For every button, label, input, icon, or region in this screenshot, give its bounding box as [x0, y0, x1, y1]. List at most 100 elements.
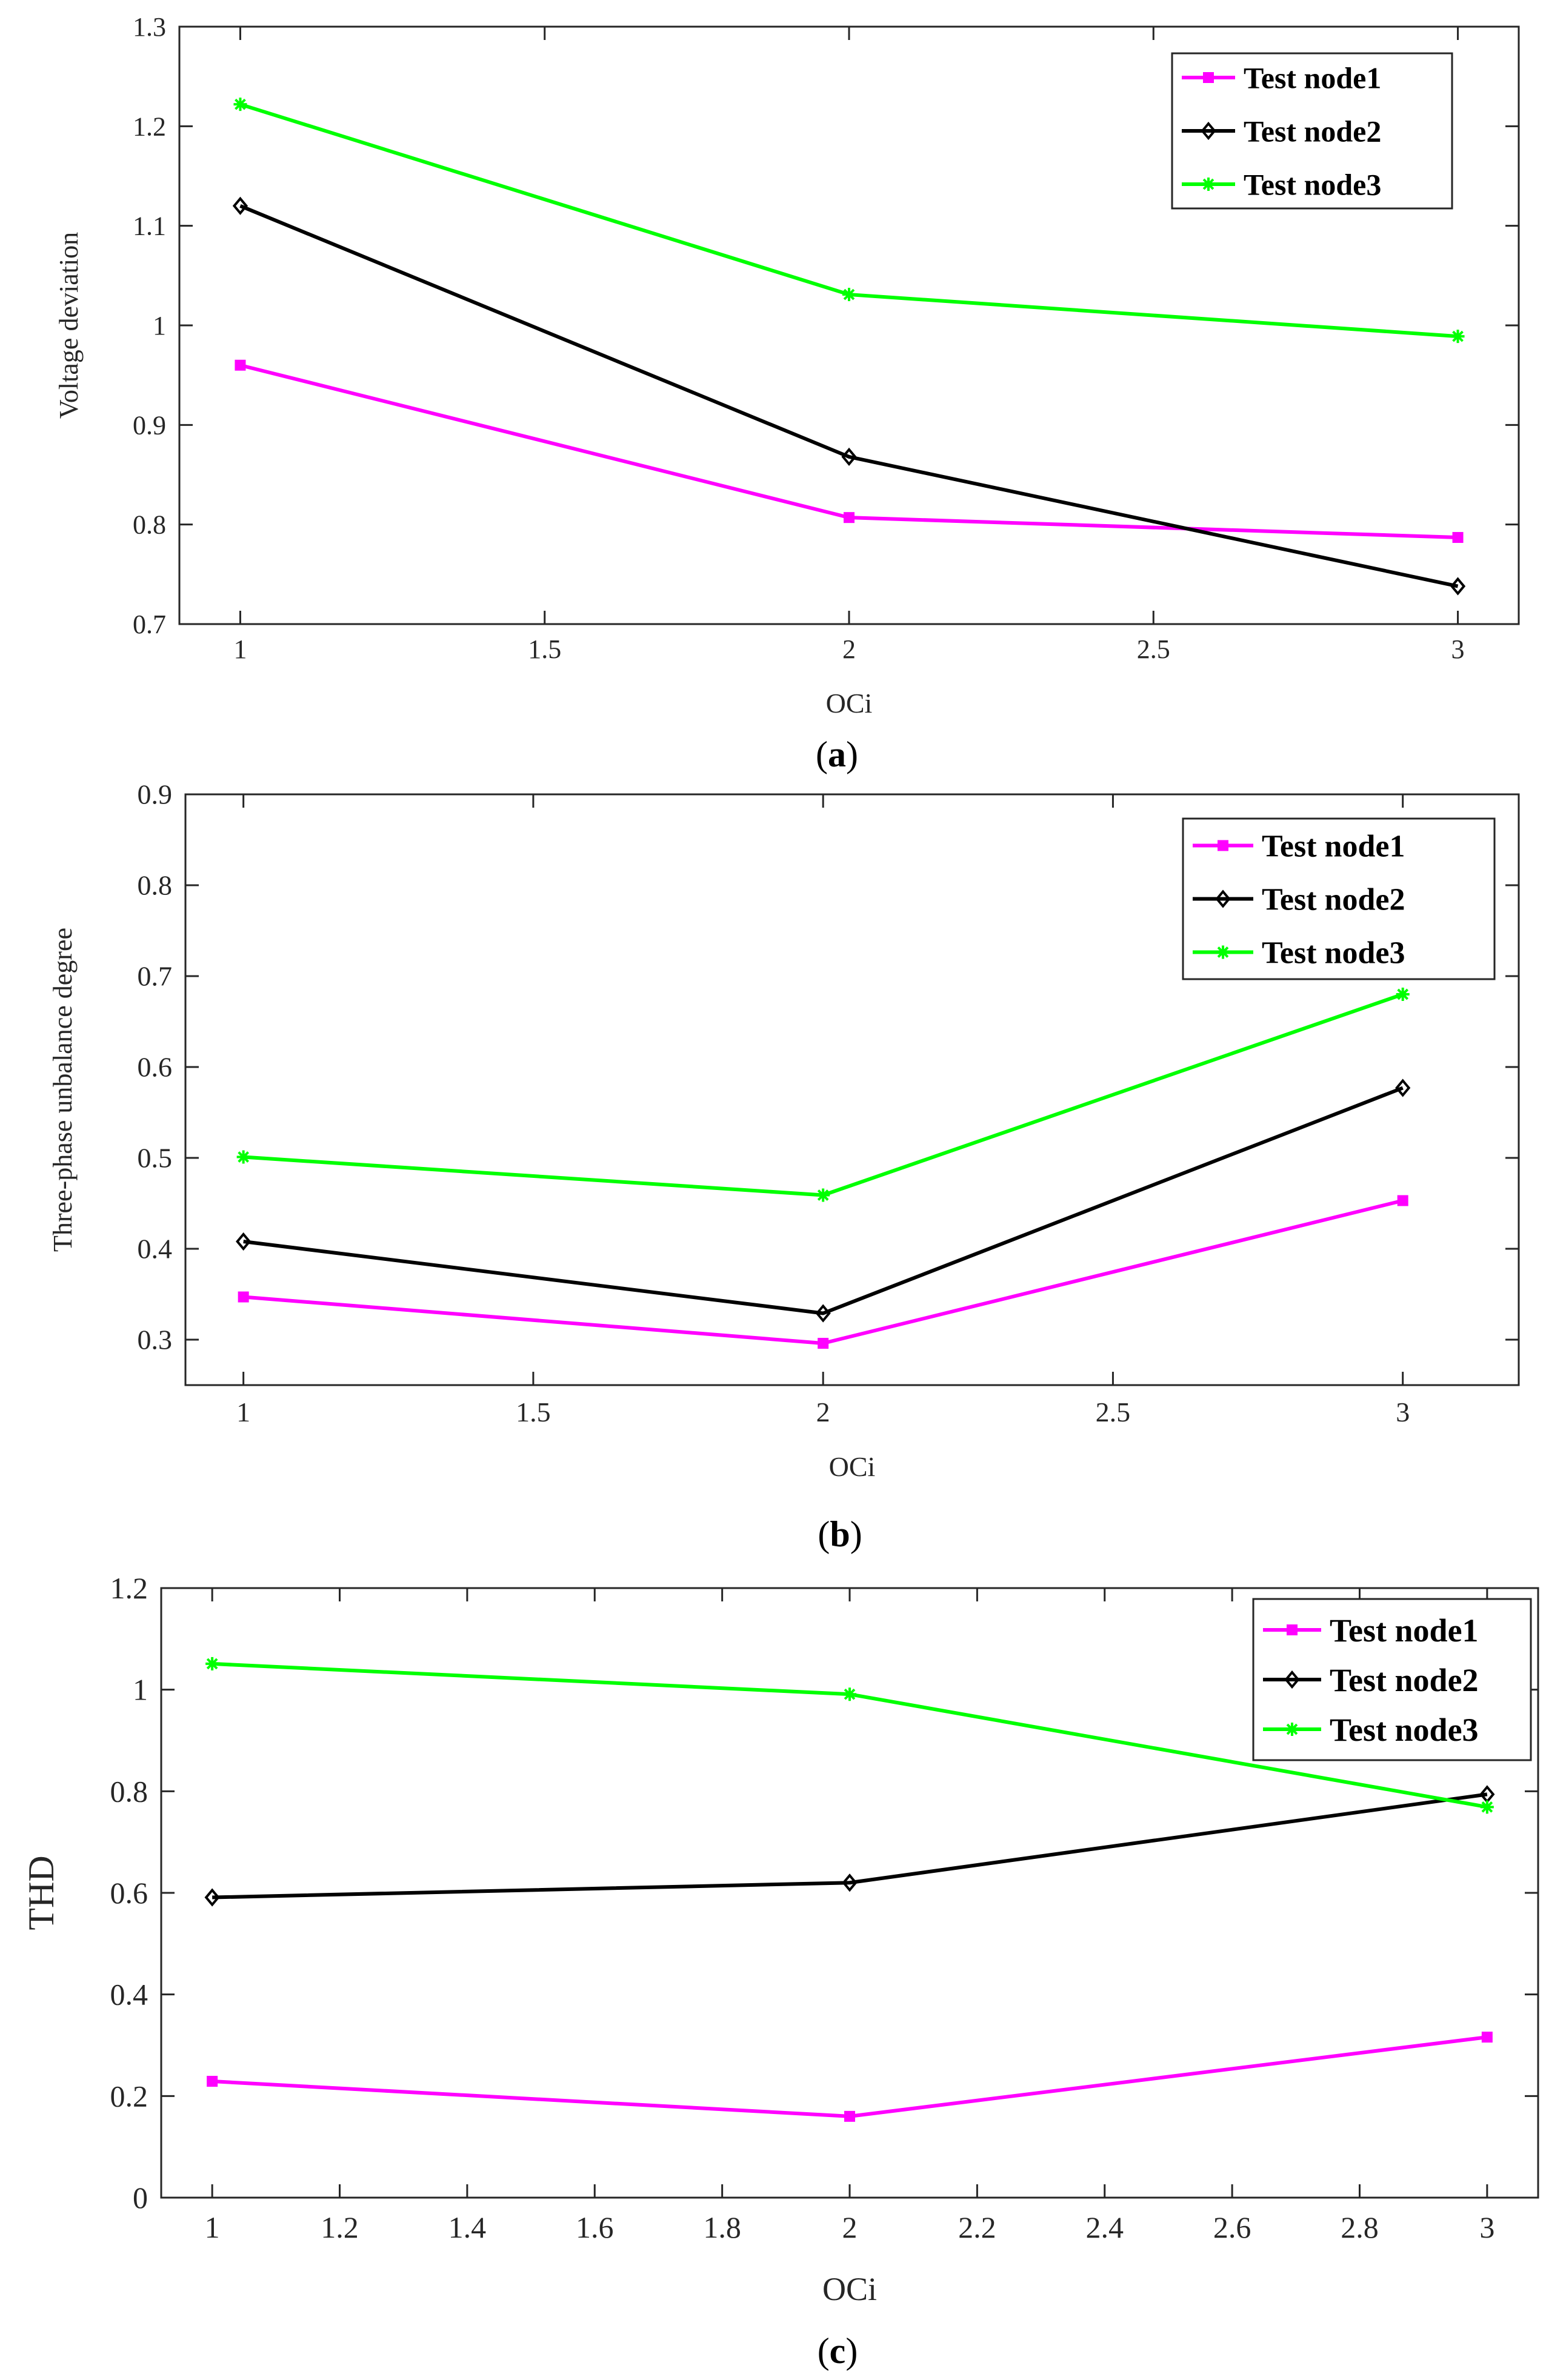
- y-tick-label: 0.7: [133, 610, 166, 639]
- legend-swatch-marker: [1203, 72, 1214, 83]
- axes-box: [178, 25, 1520, 625]
- y-tick-label: 0.8: [138, 870, 173, 901]
- series-2: [236, 1079, 1411, 1323]
- legend-swatch-marker: [1284, 1670, 1300, 1689]
- y-tick-label: 1.2: [110, 1571, 148, 1605]
- x-tick-label: 2: [816, 1397, 830, 1428]
- series-line: [239, 204, 1459, 588]
- chart-panel-b: 1 1.5 2 2.5 3 0.3 0.4 0.5 0.6 0.7 0.8 0.9 OCi Three-p…: [48, 779, 1520, 1554]
- x-tick-label: 2.6: [1213, 2210, 1251, 2244]
- x-tick-label: 3: [1479, 2210, 1494, 2244]
- y-tick-label: 0.5: [138, 1143, 173, 1174]
- x-tick-label: 2.4: [1085, 2210, 1124, 2244]
- chart-panel-c: 1 1.2 1.4 1.6 1.8 2 2.2 2.4 2.6 2.8 3 0 0.2 0.4 0.6 0.8…: [21, 1571, 1539, 2371]
- data-point: [232, 196, 248, 215]
- legend-label: Test node2: [1244, 115, 1381, 148]
- x-tick-label: 1.5: [516, 1397, 551, 1428]
- legend-label: Test node1: [1330, 1612, 1479, 1649]
- series-3: [233, 98, 1465, 344]
- y-tick-label: 0.2: [110, 2079, 148, 2113]
- series-1: [207, 2032, 1493, 2122]
- x-tick-label: 2: [842, 634, 856, 664]
- x-tick-label: 1.2: [321, 2210, 359, 2244]
- data-point: [1450, 577, 1466, 596]
- data-point: [238, 1291, 249, 1303]
- axes-box: [184, 793, 1520, 1386]
- y-axis-title: Voltage deviation: [54, 232, 84, 419]
- x-tick-label: 1: [205, 2210, 220, 2244]
- y-tick-label: 1.1: [133, 211, 166, 241]
- legend: Test node1 Test node2 Test node3: [1182, 817, 1496, 980]
- panel-label: (c): [818, 2331, 858, 2371]
- legend-label: Test node3: [1330, 1712, 1479, 1748]
- y-tick-label: 1.3: [133, 12, 166, 42]
- series-2: [232, 196, 1466, 596]
- legend-swatch-marker: [1218, 840, 1228, 851]
- legend-label: Test node2: [1330, 1662, 1479, 1698]
- y-tick-label: 0.7: [138, 961, 173, 992]
- legend-label: Test node1: [1262, 829, 1405, 864]
- data-point: [1481, 2032, 1493, 2043]
- series-line: [212, 1792, 1488, 1900]
- legend-swatch-marker: [1201, 121, 1216, 141]
- series-line: [243, 1086, 1404, 1315]
- data-point: [204, 1888, 220, 1907]
- chart-panel-a: 1 1.5 2 2.5 3 0.7 0.8 0.9 1 1.1 1.2 1.3 OCi Voltage d…: [54, 12, 1520, 774]
- y-tick-label: 0.6: [110, 1876, 148, 1910]
- data-point: [233, 98, 247, 111]
- data-point: [815, 1304, 831, 1323]
- y-tick-label: 0.8: [133, 510, 166, 540]
- legend-swatch-marker: [1287, 1624, 1298, 1635]
- data-point: [235, 359, 246, 371]
- y-tick-label: 1.2: [133, 111, 166, 141]
- y-tick-label: 1: [133, 1673, 148, 1707]
- x-axis-title: OCi: [829, 1451, 876, 1482]
- legend-label: Test node2: [1262, 883, 1405, 917]
- y-tick-label: 0: [133, 2181, 148, 2215]
- x-tick-label: 3: [1396, 1397, 1410, 1428]
- data-point: [1480, 1800, 1494, 1814]
- x-axis-title: OCi: [822, 2271, 877, 2307]
- y-tick-label: 1: [153, 311, 166, 341]
- x-tick-label: 2.5: [1137, 634, 1170, 664]
- y-axis-title: Three-phase unbalance degree: [48, 928, 78, 1252]
- data-point: [818, 1338, 829, 1349]
- series-1: [235, 359, 1464, 543]
- legend-label: Test node3: [1262, 936, 1405, 971]
- x-tick-label: 1.5: [528, 634, 561, 664]
- data-point: [1397, 1195, 1408, 1206]
- y-tick-label: 0.9: [133, 410, 166, 440]
- legend: Test node1 Test node2 Test node3: [1252, 1598, 1532, 1761]
- y-tick-label: 0.4: [110, 1978, 148, 2012]
- x-tick-label: 1: [236, 1397, 250, 1428]
- panel-label: (a): [816, 734, 858, 774]
- legend-swatch-marker: [1215, 889, 1231, 908]
- data-point: [842, 288, 856, 302]
- y-tick-label: 0.9: [138, 779, 173, 810]
- legend-swatch-marker: [1285, 1723, 1299, 1736]
- legend-label: Test node3: [1244, 168, 1381, 202]
- axes-box: [160, 1587, 1539, 2199]
- x-tick-label: 1.8: [703, 2210, 741, 2244]
- x-tick-label: 2.8: [1341, 2210, 1379, 2244]
- x-tick-label: 2: [842, 2210, 858, 2244]
- legend-label: Test node1: [1244, 61, 1381, 95]
- data-point: [843, 1687, 856, 1701]
- data-point: [841, 447, 857, 467]
- y-axis-title: THD: [21, 1855, 61, 1930]
- data-point: [1396, 988, 1410, 1001]
- data-point: [1395, 1079, 1411, 1097]
- y-tick-label: 0.4: [138, 1234, 173, 1265]
- series-3: [205, 1657, 1494, 1814]
- data-point: [236, 1232, 252, 1251]
- panel-label: (b): [818, 1514, 862, 1554]
- x-tick-label: 1.6: [576, 2210, 614, 2244]
- y-tick-label: 0.8: [110, 1774, 148, 1808]
- legend-swatch-marker: [1216, 945, 1230, 959]
- data-point: [844, 2110, 855, 2122]
- data-point: [1451, 330, 1465, 344]
- data-point: [844, 512, 855, 524]
- x-tick-label: 2.2: [958, 2210, 996, 2244]
- x-tick-label: 1.4: [448, 2210, 487, 2244]
